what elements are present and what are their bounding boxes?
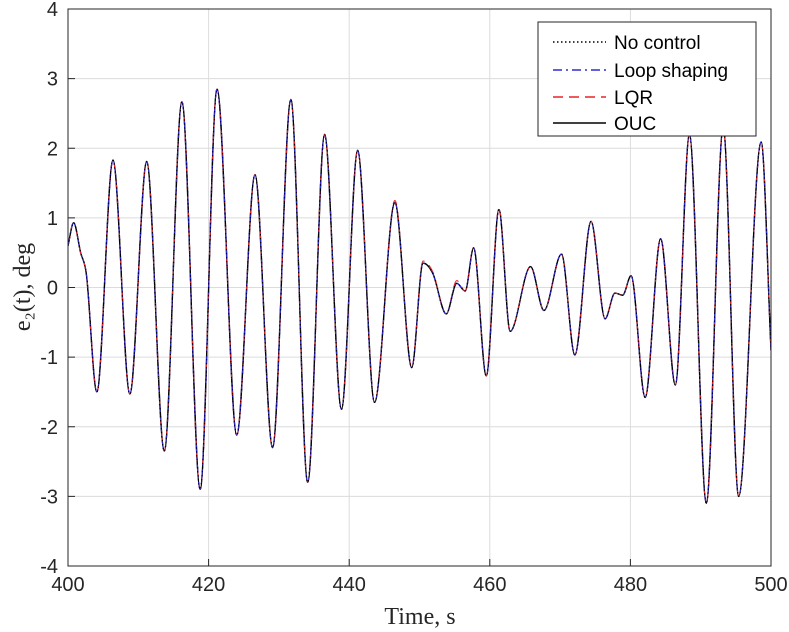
x-tick-label: 500 <box>754 574 787 596</box>
x-tick-label: 480 <box>614 574 647 596</box>
axis-ticks: 400 420 440 460 480 500 4 3 2 1 0 -1 -2 -3 -4 <box>40 0 787 596</box>
legend-entry-no-control: No control <box>553 33 701 54</box>
y-tick-label: 1 <box>47 208 58 230</box>
series-line-loop-shaping <box>68 88 771 504</box>
legend-box <box>537 21 757 137</box>
x-tick-label: 420 <box>192 574 225 596</box>
y-tick-label: -3 <box>40 486 58 508</box>
legend-entry-lqr: LQR <box>553 88 653 109</box>
y-tick-label: 4 <box>47 0 58 21</box>
legend-entry-loop-shaping: Loop shaping <box>553 61 728 82</box>
x-tick-label: 400 <box>51 574 84 596</box>
y-tick-label: 0 <box>47 278 58 300</box>
y-tick-label: -1 <box>40 347 58 369</box>
series-line-no-control <box>68 88 771 504</box>
y-axis-label: e₂(t), deg <box>10 243 36 331</box>
legend-entry-ouc: OUC <box>553 114 656 135</box>
legend-label-no-control: No control <box>614 33 701 54</box>
series-layer <box>68 88 771 505</box>
y-tick-label: -2 <box>40 417 58 439</box>
y-tick-label: 2 <box>47 138 58 160</box>
y-tick-label: 3 <box>47 69 58 91</box>
legend-label-lqr: LQR <box>614 88 653 109</box>
legend: No control Loop shaping LQR OUC <box>537 21 757 137</box>
x-tick-label: 440 <box>333 574 366 596</box>
y-tick-label: -4 <box>40 556 58 578</box>
x-axis-label: Time, s <box>384 604 455 630</box>
legend-label-ouc: OUC <box>614 114 656 135</box>
x-tick-label: 460 <box>473 574 506 596</box>
legend-label-loop-shaping: Loop shaping <box>614 61 728 82</box>
